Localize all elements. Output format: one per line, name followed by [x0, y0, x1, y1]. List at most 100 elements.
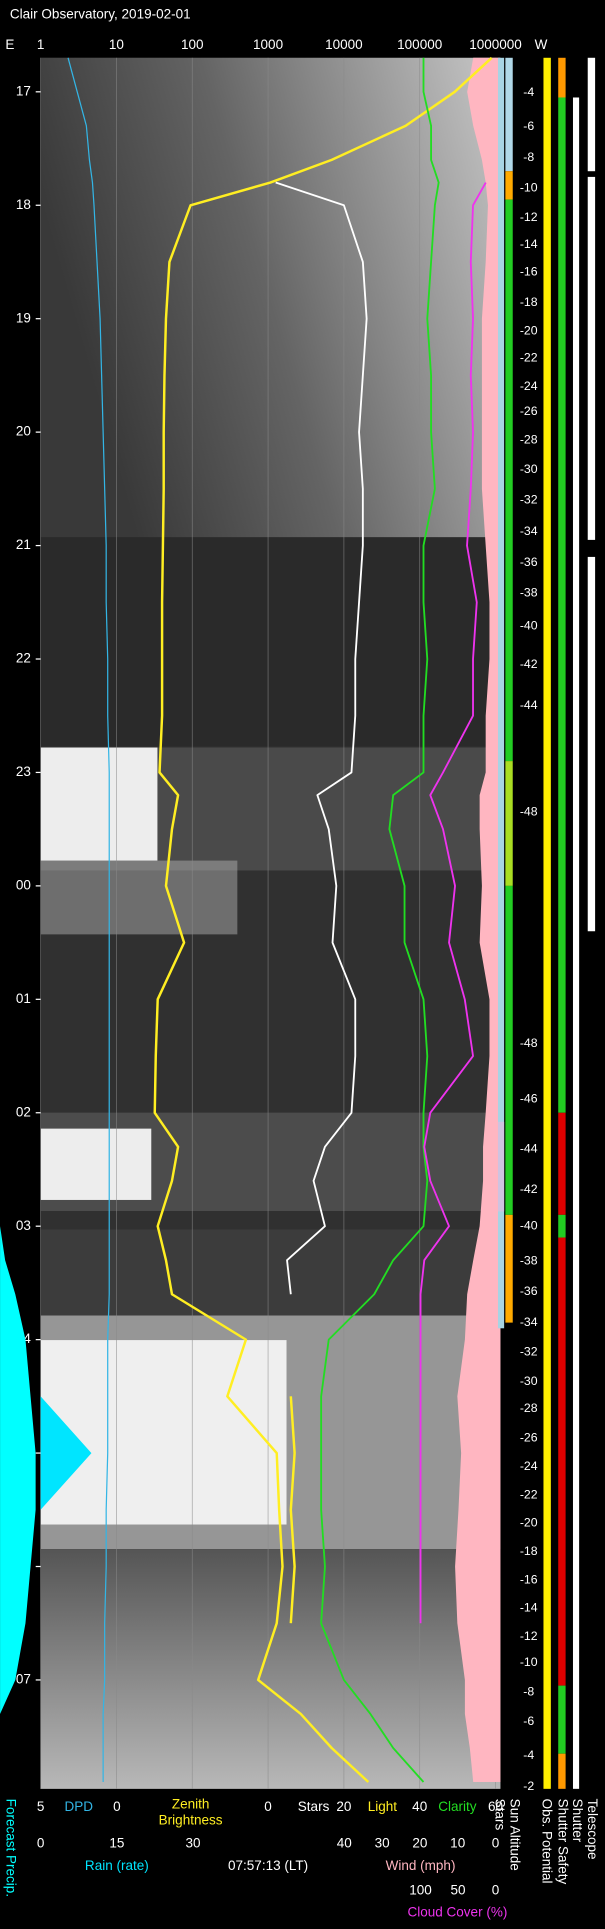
track-segment: [543, 57, 551, 1789]
sun-altitude-label: -42: [520, 1182, 538, 1196]
series-label: Clarity: [438, 1799, 477, 1814]
track-segment: [505, 199, 513, 762]
track-label: Shutter: [570, 1799, 585, 1843]
sun-altitude-label: -10: [520, 180, 538, 194]
sun-altitude-label: -48: [520, 804, 538, 818]
y-tick-label: 22: [16, 651, 31, 666]
sun-altitude-label: -28: [520, 1401, 538, 1415]
sun-altitude-label: -18: [520, 295, 538, 309]
sun-altitude-label: -10: [520, 1655, 538, 1669]
track-segment: [505, 171, 513, 200]
y-tick-label: 19: [16, 310, 31, 325]
series-label: Rain (rate): [85, 1858, 149, 1873]
series-label: Light: [368, 1799, 398, 1814]
x-tick-label: 100: [181, 37, 204, 52]
sun-altitude-label: -16: [520, 264, 538, 278]
sun-altitude-label: -14: [520, 1601, 538, 1615]
sun-altitude-label: -20: [520, 323, 538, 337]
y-tick-label: 20: [16, 424, 31, 439]
axis-tick-label: 0: [113, 1799, 121, 1814]
series-label: Zenith Brightness: [158, 1797, 223, 1829]
sun-altitude-label: -28: [520, 432, 538, 446]
track-segment: [505, 885, 513, 1215]
track-label: Shutter Safety: [555, 1799, 570, 1885]
series-line: [289, 1396, 296, 1624]
sun-altitude-label: -34: [520, 1315, 538, 1329]
track-segment: [587, 556, 596, 932]
chart-title: Clair Observatory, 2019-02-01: [10, 6, 191, 21]
sun-altitude-label: -16: [520, 1572, 538, 1586]
track-segment: [558, 1753, 566, 1789]
series-line: [419, 182, 487, 1624]
sun-altitude-label: -40: [520, 618, 538, 632]
track-label: Stars: [493, 1799, 508, 1831]
sun-altitude-label: -44: [520, 1141, 538, 1155]
sun-altitude-label: -34: [520, 524, 538, 538]
track-segment: [587, 176, 596, 540]
y-tick-label: 07: [16, 1672, 31, 1687]
series-line: [320, 57, 440, 1783]
sun-altitude-label: -44: [520, 698, 538, 712]
track-segment: [558, 1112, 566, 1215]
axis-tick-label: 0: [492, 1882, 500, 1897]
axis-tick-label: 5: [37, 1799, 45, 1814]
series-area: [0, 57, 36, 1783]
axis-tick-label: 40: [337, 1836, 352, 1851]
track-segment: [558, 97, 566, 1113]
track-segment: [497, 1121, 505, 1212]
sun-altitude-label: -14: [520, 237, 538, 251]
track-segment: [558, 1685, 566, 1754]
sun-altitude-label: -40: [520, 1218, 538, 1232]
sun-altitude-label: -22: [520, 351, 538, 365]
series-line: [67, 57, 110, 1783]
sun-altitude-label: -26: [520, 1431, 538, 1445]
y-tick-label: 23: [16, 764, 31, 779]
axis-tick-label: 0: [492, 1836, 500, 1851]
sun-altitude-label: -36: [520, 555, 538, 569]
series-label: Wind (mph): [386, 1858, 456, 1873]
y-tick-label: 00: [16, 877, 31, 892]
sun-altitude-label: -48: [520, 1036, 538, 1050]
sun-altitude-label: -4: [523, 85, 534, 99]
sun-altitude-label: -38: [520, 1254, 538, 1268]
x-tick-label: 10000: [325, 37, 363, 52]
track-segment: [497, 57, 505, 1329]
x-tick-label: 10: [109, 37, 124, 52]
axis-tick-label: 10: [450, 1836, 465, 1851]
axis-tick-label: 40: [412, 1799, 427, 1814]
sun-altitude-label: -4: [523, 1748, 534, 1762]
sun-altitude-label: -38: [520, 585, 538, 599]
sun-altitude-label: -42: [520, 657, 538, 671]
series-area: [40, 57, 92, 1783]
y-tick-label: 18: [16, 197, 31, 212]
track-segment: [505, 57, 513, 172]
axis-tick-label: 30: [186, 1836, 201, 1851]
x-tick-label: 1000: [253, 37, 283, 52]
series-line: [275, 181, 368, 1295]
track-segment: [558, 1214, 566, 1238]
sun-altitude-label: -8: [523, 1685, 534, 1699]
sun-altitude-label: -12: [520, 210, 538, 224]
track-label: Sun Altitude: [507, 1799, 522, 1871]
axis-tick-label: 20: [412, 1836, 427, 1851]
track-segment: [558, 1237, 566, 1686]
axis-tick-label: 0: [37, 1836, 45, 1851]
sun-altitude-label: -6: [523, 1714, 534, 1728]
y-tick-label: 03: [16, 1218, 31, 1233]
y-tick-label: 02: [16, 1104, 31, 1119]
sun-altitude-label: -32: [520, 492, 538, 506]
sun-altitude-label: -36: [520, 1284, 538, 1298]
sun-altitude-label: -18: [520, 1544, 538, 1558]
series-label: DPD: [64, 1799, 93, 1814]
track-segment: [587, 57, 596, 172]
x-tick-label: 100000: [397, 37, 442, 52]
series-area: [455, 57, 501, 1783]
series-label: Stars: [298, 1799, 330, 1814]
x-tick-label: 1: [37, 37, 45, 52]
axis-tick-label: 100: [409, 1882, 432, 1897]
sun-altitude-label: -26: [520, 404, 538, 418]
sun-altitude-label: -6: [523, 119, 534, 133]
sun-altitude-label: -22: [520, 1487, 538, 1501]
edge-label-west: W: [535, 37, 548, 52]
